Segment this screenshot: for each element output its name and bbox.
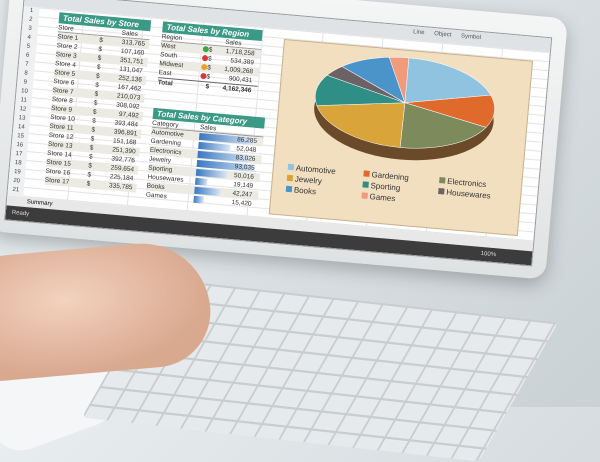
excel-window: Line Object Symbol 1 2 3 4 5 6 7 8 9 10 11 12 13 14 15… [4, 0, 553, 267]
ribbon-line[interactable]: Line [412, 29, 425, 37]
legend-label: Sporting [370, 181, 401, 193]
pie-slice-automotive[interactable] [404, 57, 493, 110]
pie-chart[interactable]: Automotive Gardening Electronics Jewelry Spo… [268, 38, 534, 237]
store-table: Total Sales by Store Store Sales Store 1 $… [44, 12, 152, 193]
data-bar [193, 195, 204, 204]
ribbon-object[interactable]: Object [433, 31, 452, 39]
row-number[interactable]: 21 [12, 186, 20, 194]
legend-label: Books [293, 185, 317, 197]
zoom-level[interactable]: 100% [480, 250, 497, 259]
legend-label: Jewelry [294, 174, 323, 186]
ribbon-symbol[interactable]: Symbol [460, 33, 482, 42]
legend-swatch [361, 192, 368, 199]
laptop-bezel: Line Object Symbol 1 2 3 4 5 6 7 8 9 10 11 12 13 14 15… [0, 0, 568, 280]
pie-slice-gardening[interactable] [403, 88, 495, 128]
pie-slice-games[interactable] [385, 56, 410, 103]
legend-label: Gardening [371, 170, 410, 183]
legend-swatch [285, 185, 293, 193]
tab-summary[interactable]: Summary [26, 199, 53, 208]
region-table: Total Sales by Region Region Sales West $1… [157, 21, 263, 95]
legend-swatch [286, 174, 294, 182]
legend-label: Games [369, 192, 396, 204]
category-sales-header: Sales [199, 123, 217, 133]
pie-slice-jewelry[interactable] [314, 95, 406, 148]
pie-slice-sporting[interactable] [314, 74, 406, 113]
category-sales[interactable]: 15,420 [231, 199, 252, 208]
legend-swatch [287, 163, 295, 171]
legend-swatch [362, 181, 369, 188]
legend-label: Housewares [445, 187, 491, 201]
pie-svg [314, 56, 495, 161]
pie-slice-electronics[interactable] [399, 102, 487, 155]
legend-swatch [363, 170, 370, 177]
category-table: Total Sales by Category Category Sales Au… [146, 107, 266, 209]
legend-swatch [438, 188, 445, 195]
legend-swatch [439, 177, 446, 184]
status-ready: Ready [11, 209, 30, 218]
data-bar [194, 177, 208, 186]
